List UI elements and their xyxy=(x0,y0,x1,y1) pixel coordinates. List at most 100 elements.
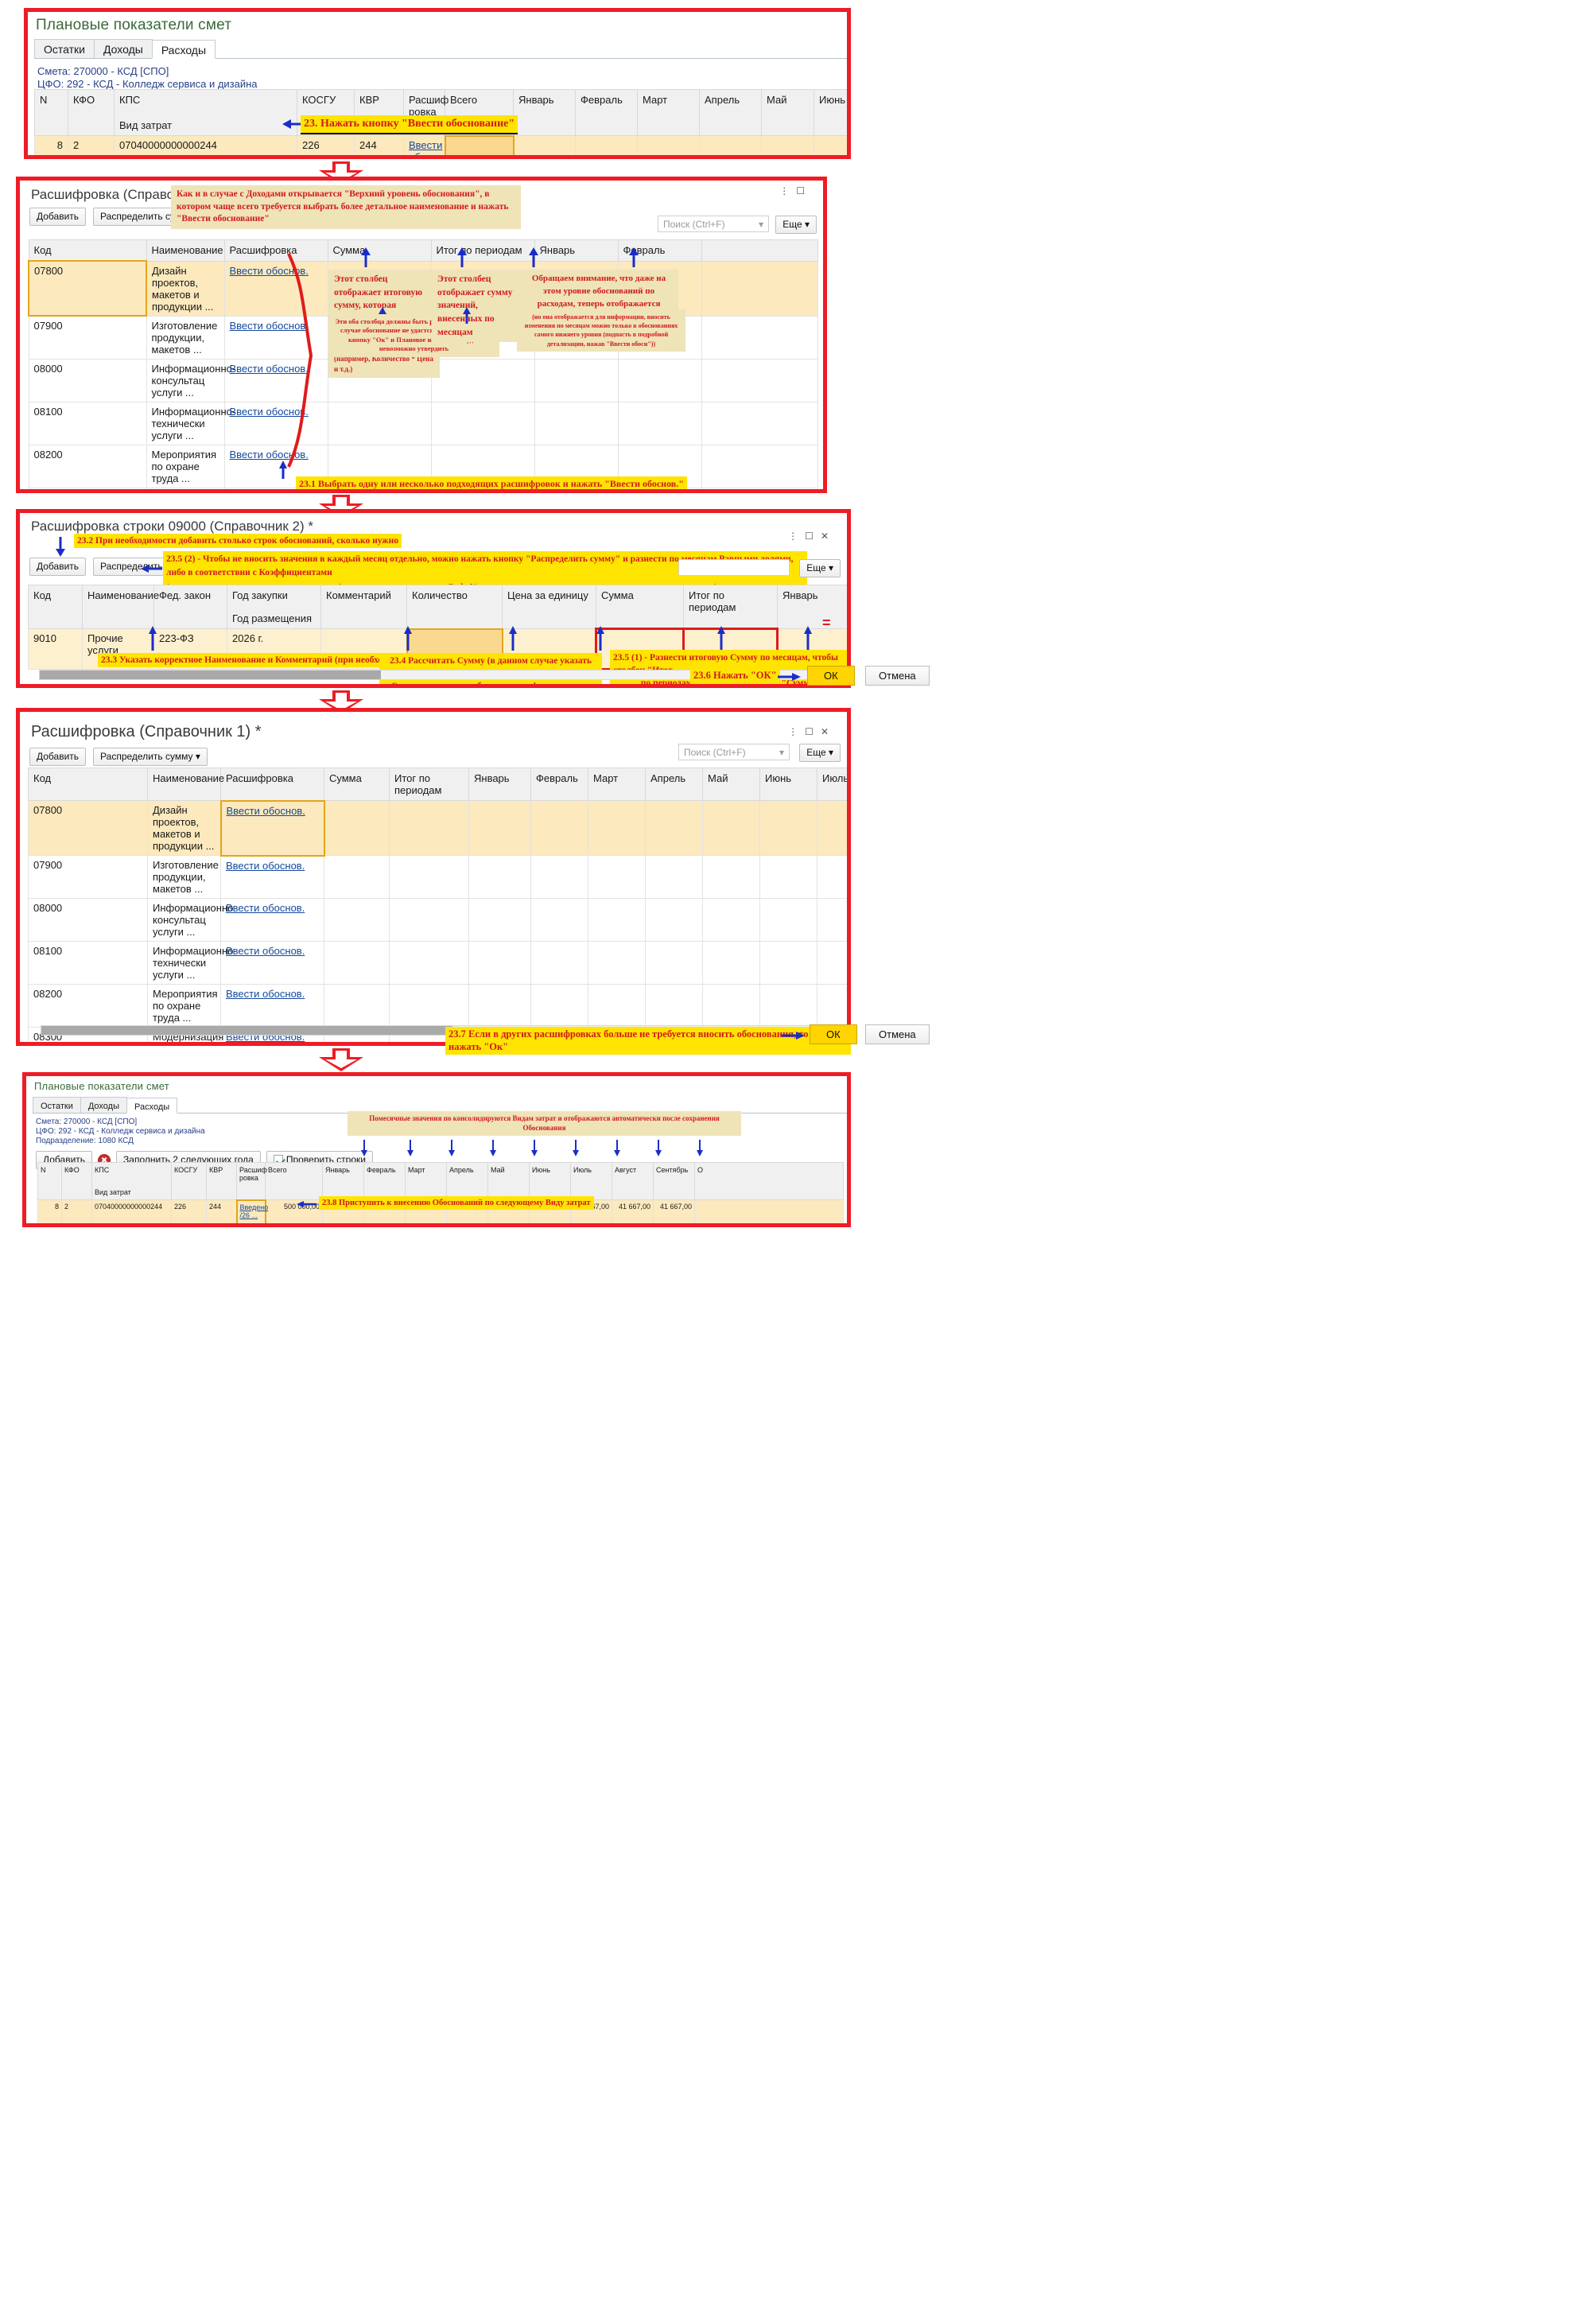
cell-value[interactable] xyxy=(759,800,817,856)
menu-more-icon[interactable]: ⋮ xyxy=(788,726,806,737)
cell-fevral[interactable] xyxy=(617,358,702,402)
cell-summa[interactable] xyxy=(327,401,432,445)
cell-value[interactable] xyxy=(389,941,469,985)
table-row[interactable]: 07800 Дизайн проектов, макетов и продукци… xyxy=(28,799,847,857)
cell-value[interactable] xyxy=(468,800,531,856)
tab-dohody[interactable]: Доходы xyxy=(80,1097,127,1113)
more-button[interactable]: Еще ▾ xyxy=(775,216,817,234)
menu-more-icon[interactable]: ⋮ xyxy=(788,531,806,542)
cell-rasshifrovka[interactable]: Ввести обоснов. xyxy=(220,984,324,1028)
cell-yanvar[interactable] xyxy=(534,401,619,445)
cell-value[interactable] xyxy=(530,855,588,899)
cell-value[interactable] xyxy=(645,898,703,942)
dialog-window-icons[interactable]: ⋮☐✕ xyxy=(788,726,836,737)
close-icon[interactable]: ✕ xyxy=(820,726,836,737)
ok-button[interactable]: ОК xyxy=(807,666,855,686)
cell-value[interactable] xyxy=(702,941,760,985)
cell-value[interactable] xyxy=(324,898,390,942)
cell-rasshifrovka[interactable]: Ввести обоснов. xyxy=(219,799,325,857)
enter-justification-link[interactable]: Ввести обоснов. xyxy=(229,448,309,461)
cell-value[interactable] xyxy=(588,800,646,856)
cell-month[interactable] xyxy=(637,135,700,155)
search-input[interactable]: Поиск (Ctrl+F) ▾ xyxy=(678,744,790,760)
table-row[interactable]: 07900 Изготовление продукции, макетов ...… xyxy=(28,855,847,899)
cell-value[interactable] xyxy=(817,898,847,942)
search-input[interactable]: Поиск (Ctrl+F) ▾ xyxy=(658,216,769,232)
enter-justification-link[interactable]: Ввести обоснов xyxy=(409,139,449,155)
ok-button[interactable]: ОК xyxy=(810,1024,857,1044)
cell-value[interactable] xyxy=(530,898,588,942)
enter-justification-link[interactable]: Ввести обоснов. xyxy=(226,859,305,872)
cell-rasshifrovka[interactable]: Ввести обоснов. xyxy=(220,898,324,942)
enter-justification-link[interactable]: Ввести обоснов. xyxy=(226,945,305,957)
close-icon[interactable]: ✕ xyxy=(820,531,836,542)
cell-month[interactable]: 41 667,00 xyxy=(612,1199,654,1223)
menu-more-icon[interactable]: ⋮ xyxy=(779,185,797,196)
cell-value[interactable] xyxy=(324,800,390,856)
cell-rasshifrovka[interactable]: Ввести обоснов. xyxy=(223,260,328,317)
cell-value[interactable] xyxy=(645,800,703,856)
chevron-down-icon[interactable]: ▾ xyxy=(758,218,763,230)
cell-month[interactable] xyxy=(699,135,762,155)
cell-value[interactable] xyxy=(468,941,531,985)
cell-value[interactable] xyxy=(817,941,847,985)
table-row[interactable]: 08000 Информационно-консультац услуги ...… xyxy=(28,358,818,402)
more-button[interactable]: Еще ▾ xyxy=(799,559,841,577)
dialog-window-icons[interactable]: ⋮☐ xyxy=(779,185,812,196)
cell-value[interactable] xyxy=(817,855,847,899)
cell-value[interactable] xyxy=(702,984,760,1028)
cell-rasshifrovka[interactable]: Ввести обоснов. xyxy=(223,401,328,445)
enter-justification-link[interactable]: Ввести обоснов. xyxy=(229,362,309,375)
cell-rasshifrovka[interactable]: Ввести обоснов. xyxy=(220,941,324,985)
tab-rashody[interactable]: Расходы xyxy=(151,40,216,59)
maximize-icon[interactable]: ☐ xyxy=(796,185,812,196)
cell-month[interactable] xyxy=(575,135,638,155)
cell-value[interactable] xyxy=(389,800,469,856)
cell-value[interactable] xyxy=(468,898,531,942)
more-button[interactable]: Еще ▾ xyxy=(799,744,841,762)
cell-month[interactable] xyxy=(814,135,847,155)
cell-month[interactable] xyxy=(513,135,576,155)
maximize-icon[interactable]: ☐ xyxy=(805,531,821,542)
search-input[interactable] xyxy=(678,559,790,576)
enter-justification-link[interactable]: Ввести обоснов. xyxy=(226,988,305,1000)
tab-ostatki[interactable]: Остатки xyxy=(34,39,95,58)
cell-value[interactable] xyxy=(588,898,646,942)
cell-value[interactable] xyxy=(702,898,760,942)
cell-value[interactable] xyxy=(324,984,390,1028)
cell-value[interactable] xyxy=(468,855,531,899)
table-row[interactable]: 8 2 07040000000000244226040 - Прочие усл… xyxy=(34,134,847,155)
enter-justification-link[interactable]: Ввести обоснов. xyxy=(229,264,309,277)
cell-value[interactable] xyxy=(389,855,469,899)
cell-value[interactable] xyxy=(389,984,469,1028)
cell-rasshifrovka[interactable]: Введено /26 ... xyxy=(235,1199,269,1223)
cell-value[interactable] xyxy=(645,855,703,899)
table-row[interactable]: 08100 Информационно-технически услуги ...… xyxy=(28,941,847,985)
enter-justification-link[interactable]: Ввести обоснов. xyxy=(229,319,309,332)
enter-justification-link[interactable]: Ввести обоснов. xyxy=(226,902,305,914)
cell-itog-po-periodam[interactable] xyxy=(430,358,535,402)
tab-rashody[interactable]: Расходы xyxy=(126,1098,178,1114)
cell-value[interactable] xyxy=(324,941,390,985)
cell-month[interactable]: 41 667,00 xyxy=(653,1199,695,1223)
cell-value[interactable] xyxy=(530,941,588,985)
table-row[interactable]: 08200 Мероприятия по охране труда ... Ввес… xyxy=(28,444,818,488)
cell-value[interactable] xyxy=(324,855,390,899)
cell-vsego-active[interactable] xyxy=(444,134,515,155)
cell-value[interactable] xyxy=(645,984,703,1028)
cell-value[interactable] xyxy=(759,855,817,899)
cell-value[interactable] xyxy=(817,800,847,856)
dialog-window-icons[interactable]: ⋮☐✕ xyxy=(788,531,836,542)
cell-value[interactable] xyxy=(530,800,588,856)
cell-value[interactable] xyxy=(645,941,703,985)
cell-value[interactable] xyxy=(759,941,817,985)
cell-value[interactable] xyxy=(468,984,531,1028)
cancel-button[interactable]: Отмена xyxy=(865,666,930,686)
cell-yanvar[interactable] xyxy=(534,358,619,402)
justification-link[interactable]: Введено /26 ... xyxy=(239,1203,269,1219)
table-row[interactable]: 08000 Информационно-консультац услуги ...… xyxy=(28,898,847,942)
table-row[interactable]: 08200 Мероприятия по охране труда ... Ввес… xyxy=(28,984,847,1028)
maximize-icon[interactable]: ☐ xyxy=(805,726,821,737)
chevron-down-icon[interactable]: ▾ xyxy=(779,746,784,758)
cell-value[interactable] xyxy=(702,855,760,899)
